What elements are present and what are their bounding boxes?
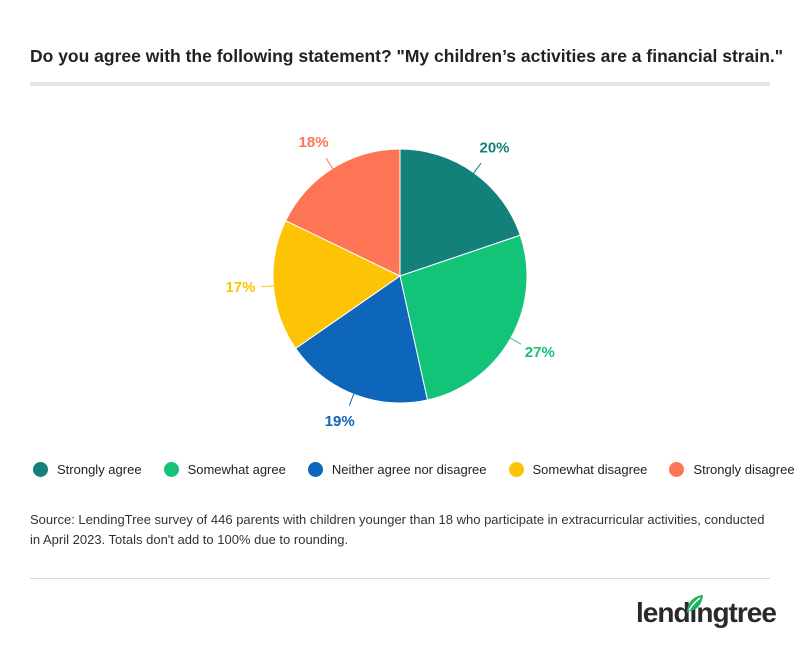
legend-item: Neither agree nor disagree — [307, 459, 487, 479]
leader-line — [325, 157, 335, 171]
data-label: 17% — [225, 279, 255, 296]
divider — [30, 578, 770, 579]
legend-label: Strongly agree — [57, 461, 142, 477]
legend-label: Somewhat agree — [187, 461, 286, 477]
legend-label: Strongly disagree — [693, 461, 795, 477]
data-label: 19% — [325, 413, 355, 430]
legend: Strongly agree Somewhat agree Neither agre… — [33, 459, 795, 479]
data-label: 20% — [479, 139, 509, 156]
leader-line — [472, 162, 482, 175]
legend-item: Strongly disagree — [669, 459, 795, 479]
leader-line — [348, 392, 355, 406]
data-label: 18% — [299, 134, 329, 151]
source-note: Source: LendingTree survey of 446 parent… — [30, 512, 765, 547]
legend-swatch — [307, 461, 323, 477]
divider — [30, 82, 770, 86]
data-label: 27% — [525, 344, 555, 361]
legend-swatch — [163, 461, 179, 477]
legend-label: Neither agree nor disagree — [331, 461, 487, 477]
chart-title: Do you agree with the following statemen… — [30, 46, 784, 66]
legend-swatch — [669, 461, 685, 477]
leader-line — [261, 285, 276, 288]
legend-label: Somewhat disagree — [532, 461, 648, 477]
legend-swatch — [33, 461, 48, 477]
legend-item: Strongly agree — [33, 459, 142, 479]
legend-swatch — [508, 461, 524, 477]
logo: lendingtree — [636, 597, 777, 628]
leader-line — [508, 336, 522, 345]
legend-item: Somewhat disagree — [508, 459, 648, 479]
legend-item: Somewhat agree — [163, 459, 286, 479]
logo-leaf — [687, 595, 703, 613]
